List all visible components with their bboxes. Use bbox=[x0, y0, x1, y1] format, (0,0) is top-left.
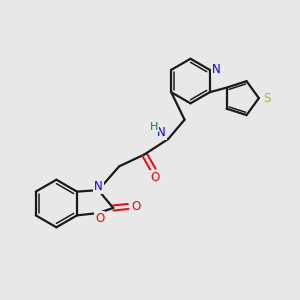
Text: N: N bbox=[157, 126, 166, 139]
Text: N: N bbox=[94, 180, 103, 193]
Text: N: N bbox=[212, 63, 221, 76]
Text: S: S bbox=[263, 92, 271, 105]
Text: O: O bbox=[150, 171, 160, 184]
Text: O: O bbox=[131, 200, 141, 213]
Text: O: O bbox=[95, 212, 104, 225]
Text: H: H bbox=[150, 122, 158, 131]
